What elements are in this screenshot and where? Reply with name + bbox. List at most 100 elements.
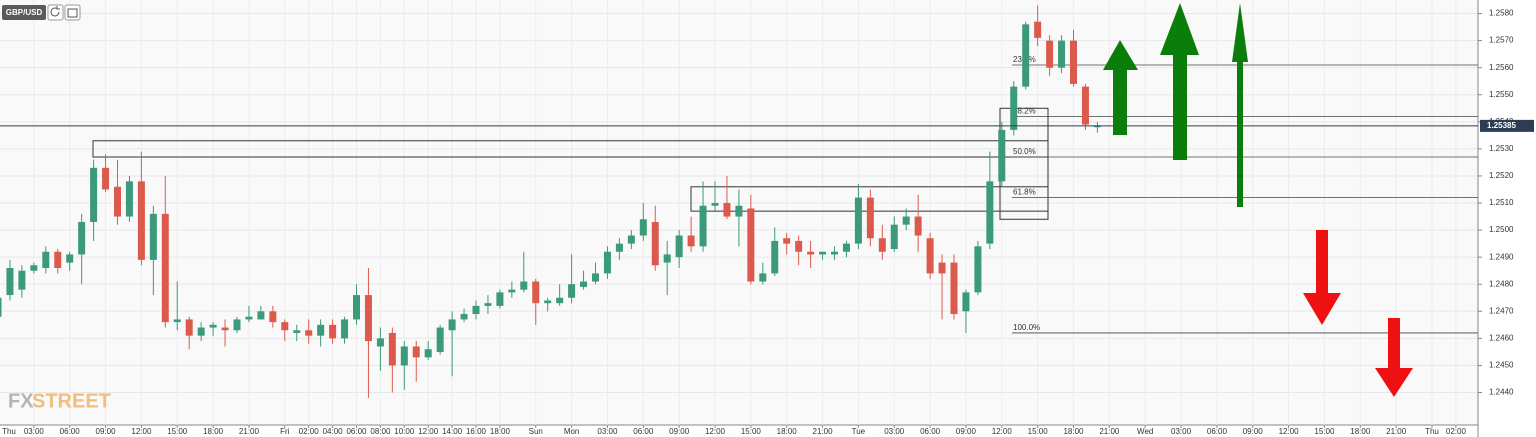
- x-tick-label: 09:00: [96, 427, 117, 436]
- y-tick-label: 1.2560: [1489, 63, 1514, 72]
- candle-body: [627, 235, 635, 244]
- candle-body: [783, 238, 791, 244]
- x-tick-label: 21:00: [813, 427, 834, 436]
- candle-body: [341, 319, 349, 339]
- candle-body: [472, 305, 480, 315]
- candle-body: [412, 346, 420, 358]
- candle-body: [221, 327, 229, 331]
- candle-body: [185, 319, 193, 336]
- y-tick-label: 1.2480: [1489, 279, 1514, 288]
- x-tick-label: 09:00: [669, 427, 690, 436]
- last-price-box: [1480, 119, 1534, 132]
- candle-body: [376, 338, 384, 347]
- x-tick-label: 12:00: [992, 427, 1013, 436]
- candle-body: [90, 167, 98, 222]
- candle-body: [986, 181, 994, 244]
- candle-body: [998, 129, 1006, 182]
- candle-body: [819, 251, 827, 255]
- x-tick-label: 12:00: [1279, 427, 1300, 436]
- x-tick-label: 06:00: [1207, 427, 1228, 436]
- candle-body: [448, 319, 456, 331]
- candle-body: [556, 297, 564, 304]
- candle-body: [460, 314, 468, 320]
- x-tick-label: 12:00: [418, 427, 439, 436]
- candle-body: [102, 167, 110, 190]
- candle-body: [544, 300, 552, 304]
- candle-body: [245, 316, 253, 320]
- candle-body: [675, 235, 683, 258]
- candle-body: [1022, 24, 1030, 87]
- candle-body: [854, 197, 862, 244]
- x-tick-label: Thu: [2, 427, 16, 436]
- candle-body: [974, 246, 982, 293]
- candle-body: [161, 213, 169, 323]
- candle-body: [603, 251, 611, 274]
- candle-body: [18, 270, 26, 290]
- candle-body: [651, 221, 659, 266]
- candle-body: [1046, 40, 1054, 68]
- x-tick-label: 06:00: [60, 427, 81, 436]
- candle-body: [639, 219, 647, 236]
- y-tick-label: 1.2470: [1489, 306, 1514, 315]
- y-tick-label: 1.2500: [1489, 225, 1514, 234]
- x-tick-label: 03:00: [1171, 427, 1192, 436]
- x-tick-label: 21:00: [1099, 427, 1120, 436]
- candle-body: [735, 205, 743, 217]
- candle-body: [866, 197, 874, 239]
- watermark-fx: FX: [8, 390, 34, 412]
- calendar-button[interactable]: [64, 4, 81, 21]
- x-tick-label: 15:00: [1314, 427, 1335, 436]
- candle-body: [747, 208, 755, 282]
- candle-body: [78, 221, 86, 255]
- y-tick-label: 1.2440: [1489, 388, 1514, 397]
- up-arrow: [1232, 3, 1248, 207]
- candle-body: [890, 224, 898, 250]
- watermark-street: STREET: [32, 390, 111, 412]
- x-tick-label: 15:00: [167, 427, 188, 436]
- fib-label: 61.8%: [1013, 188, 1036, 197]
- candle-body: [759, 273, 767, 282]
- candle-body: [54, 251, 62, 268]
- plot-layer: 23.6%38.2%50.0%61.8%100.0%1.25385: [0, 5, 1534, 398]
- candle-body: [902, 216, 910, 225]
- arrows: [1103, 3, 1413, 397]
- x-tick-label: 16:00: [466, 427, 487, 436]
- candle-body: [42, 251, 50, 268]
- up-arrow: [1103, 40, 1138, 135]
- y-tick-label: 1.2530: [1489, 144, 1514, 153]
- candle-body: [353, 295, 360, 320]
- candle-body: [209, 324, 217, 328]
- candle-body: [30, 265, 38, 271]
- candle-body: [66, 254, 74, 263]
- refresh-button[interactable]: [47, 4, 64, 21]
- candle-body: [1034, 21, 1042, 38]
- x-tick-label: 15:00: [1028, 427, 1049, 436]
- x-tick-label: 03:00: [884, 427, 905, 436]
- down-arrow: [1303, 230, 1341, 325]
- x-tick-label: 12:00: [705, 427, 726, 436]
- candle-body: [424, 349, 432, 358]
- symbol: GBP/USD: [6, 8, 43, 17]
- x-tick-label: 04:00: [323, 427, 344, 436]
- candle-body: [400, 346, 408, 366]
- candle-body: [950, 262, 958, 315]
- fib-label: 50.0%: [1013, 147, 1036, 156]
- candle-body: [831, 251, 838, 255]
- candle-body: [914, 216, 922, 236]
- candle-body: [1081, 86, 1089, 125]
- x-tick-label: 18:00: [777, 427, 798, 436]
- candle-body: [233, 319, 241, 331]
- candle-body: [687, 235, 695, 247]
- y-tick-label: 1.2460: [1489, 333, 1514, 342]
- price-axis-panel: [1478, 0, 1536, 437]
- candle-body: [1058, 40, 1066, 68]
- candle-body: [197, 327, 205, 336]
- candle-body: [615, 243, 623, 252]
- candle-body: [795, 240, 803, 252]
- fib-label: 100.0%: [1013, 323, 1040, 332]
- candle-body: [496, 292, 504, 306]
- y-tick-label: 1.2550: [1489, 90, 1514, 99]
- x-tick-label: 02:00: [299, 427, 320, 436]
- calendar-icon: [67, 8, 78, 18]
